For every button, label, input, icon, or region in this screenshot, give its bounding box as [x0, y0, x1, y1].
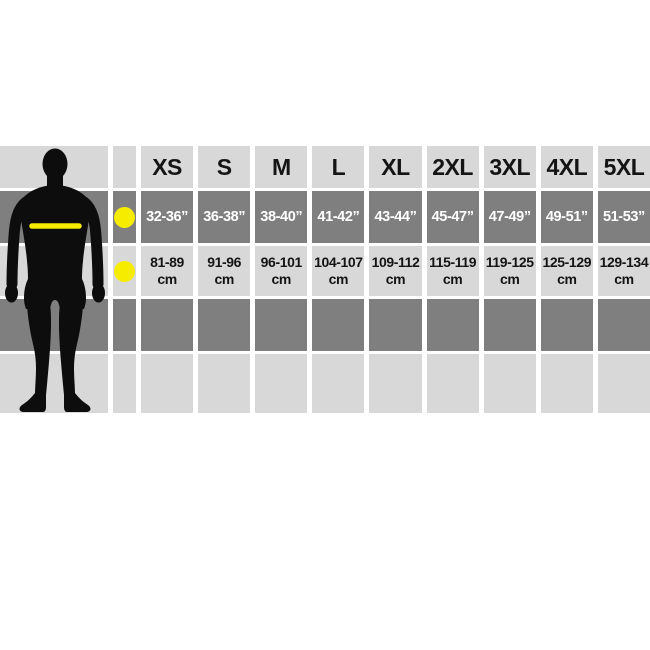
silhouette-left-arm: [6, 196, 32, 290]
band-cell: [597, 354, 650, 413]
size-header: L: [312, 146, 365, 188]
size-header: 5XL: [597, 146, 650, 188]
chest-cm-value: 119-125 cm: [483, 246, 536, 296]
silhouette-body: [5, 148, 105, 412]
chest-cm-value: 91-96 cm: [198, 246, 251, 296]
band-cell: [113, 299, 136, 351]
chest-inches-value: 51-53”: [597, 191, 650, 243]
band-cell: [369, 354, 422, 413]
inches-row-marker-cell: [113, 191, 136, 243]
band-cell: [113, 354, 136, 413]
chest-inches-value: 38-40”: [255, 191, 308, 243]
cm-unit: cm: [271, 271, 292, 287]
size-table: XS 32-36” 81-89 cm S 36-38” 91-96 cm M 3…: [0, 146, 650, 413]
chest-inches-value: 43-44”: [369, 191, 422, 243]
band-cell: [198, 299, 251, 351]
cm-unit: cm: [614, 271, 634, 287]
silhouette-right-foot: [64, 393, 91, 412]
band-cell: [426, 299, 479, 351]
chest-inches-value: 47-49”: [483, 191, 536, 243]
cm-range: 125-129: [542, 254, 592, 270]
band-cell: [312, 354, 365, 413]
size-header: 2XL: [426, 146, 479, 188]
cm-range: 91-96: [207, 254, 242, 270]
chest-cm-value: 81-89 cm: [141, 246, 194, 296]
chest-cm-value: 125-129 cm: [540, 246, 593, 296]
size-column-4xl: 4XL 49-51” 125-129 cm: [540, 146, 593, 413]
chest-cm-value: 115-119 cm: [426, 246, 479, 296]
silhouette-right-hand: [92, 283, 105, 303]
size-column-l: L 41-42” 104-107 cm: [312, 146, 365, 413]
band-cell: [312, 299, 365, 351]
size-column-2xl: 2XL 45-47” 115-119 cm: [426, 146, 479, 413]
man-silhouette: [5, 148, 105, 412]
band-cell: [540, 354, 593, 413]
band-cell: [540, 299, 593, 351]
silhouette-torso: [20, 185, 90, 282]
cm-unit: cm: [557, 271, 577, 287]
silhouette-left-foot: [19, 393, 46, 412]
chest-inches-value: 32-36”: [141, 191, 194, 243]
cm-row-marker-cell: [113, 246, 136, 296]
chest-inches-value: 36-38”: [198, 191, 251, 243]
marker-column: [113, 146, 136, 413]
chest-cm-value: 129-134 cm: [597, 246, 650, 296]
band-cell: [483, 354, 536, 413]
size-column-s: S 36-38” 91-96 cm: [198, 146, 251, 413]
band-cell: [0, 354, 108, 413]
band-cell: [483, 299, 536, 351]
size-column-5xl: 5XL 51-53” 129-134 cm: [597, 146, 650, 413]
band-cell: [426, 354, 479, 413]
band-cell: [597, 299, 650, 351]
chest-inches-value: 49-51”: [540, 191, 593, 243]
size-header: XL: [369, 146, 422, 188]
band-cell: [255, 299, 308, 351]
cm-range: 115-119: [429, 254, 477, 270]
cm-unit: cm: [157, 271, 177, 287]
chest-cm-value: 109-112 cm: [369, 246, 422, 296]
silhouette-neck: [47, 171, 63, 188]
size-column-xl: XL 43-44” 109-112 cm: [369, 146, 422, 413]
band-cell: [113, 146, 136, 188]
cm-unit: cm: [328, 271, 349, 287]
silhouette-shorts: [24, 279, 86, 309]
size-header: S: [198, 146, 251, 188]
size-column-m: M 38-40” 96-101 cm: [255, 146, 308, 413]
size-header: 3XL: [483, 146, 536, 188]
cm-unit: cm: [214, 271, 234, 287]
cm-unit: cm: [442, 271, 463, 287]
chest-cm-value: 96-101 cm: [255, 246, 308, 296]
cm-range: 119-125: [485, 254, 534, 270]
cm-range: 129-134: [599, 254, 649, 270]
size-column-3xl: 3XL 47-49” 119-125 cm: [483, 146, 536, 413]
band-cell: [369, 299, 422, 351]
band-cell: [0, 299, 108, 351]
cm-unit: cm: [499, 271, 520, 287]
chest-inches-value: 41-42”: [312, 191, 365, 243]
band-cell: [141, 354, 194, 413]
silhouette-left-hand: [5, 283, 18, 303]
cm-unit: cm: [385, 271, 406, 287]
size-header: XS: [141, 146, 194, 188]
silhouette-right-leg: [59, 306, 83, 395]
cm-range: 96-101: [260, 254, 303, 270]
size-header: 4XL: [540, 146, 593, 188]
band-cell: [198, 354, 251, 413]
band-cell: [255, 354, 308, 413]
cm-range: 109-112: [371, 254, 420, 270]
chest-inches-value: 45-47”: [426, 191, 479, 243]
cm-range: 104-107: [314, 254, 363, 270]
silhouette-left-leg: [27, 306, 51, 395]
cm-range: 81-89: [150, 254, 184, 270]
silhouette-right-arm: [78, 196, 104, 290]
band-cell: [141, 299, 194, 351]
size-header: M: [255, 146, 308, 188]
chest-cm-value: 104-107 cm: [312, 246, 365, 296]
size-column-xs: XS 32-36” 81-89 cm: [141, 146, 194, 413]
yellow-dot-icon: [114, 206, 135, 228]
yellow-dot-icon: [114, 260, 135, 282]
